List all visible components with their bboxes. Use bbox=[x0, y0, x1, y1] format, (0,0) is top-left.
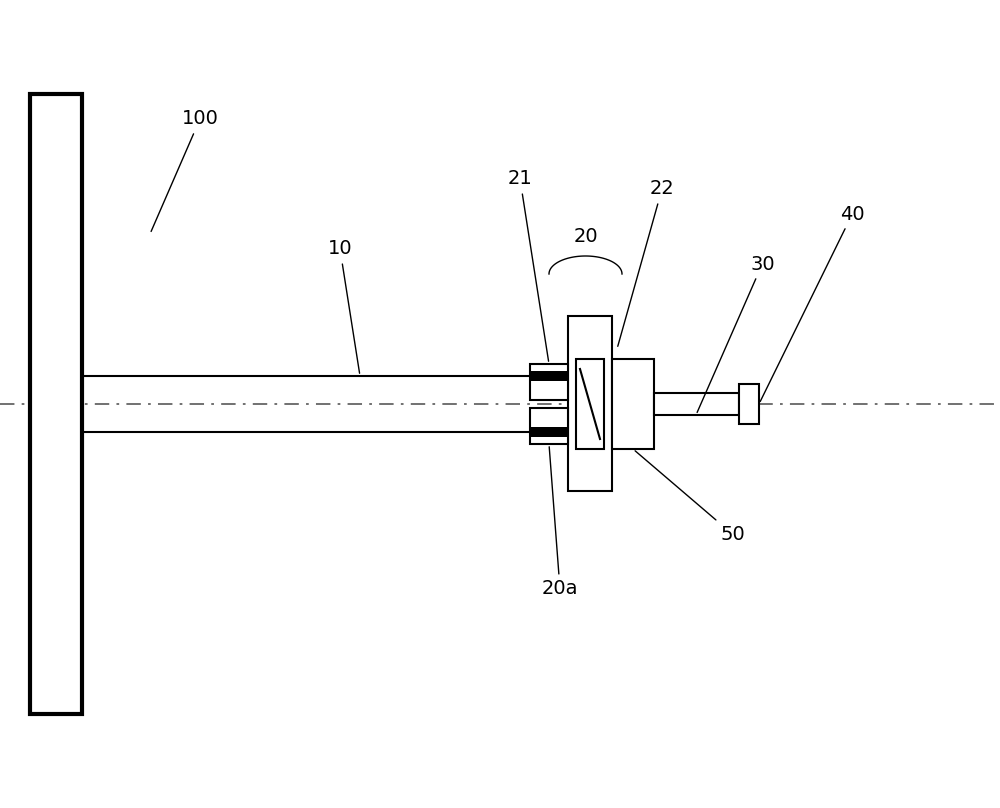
Bar bbox=[530, 408, 568, 444]
Bar bbox=[530, 427, 568, 437]
Text: 50: 50 bbox=[635, 451, 745, 544]
Text: 30: 30 bbox=[697, 255, 775, 412]
Text: 10: 10 bbox=[328, 239, 360, 373]
Bar bbox=[739, 384, 759, 424]
Text: 21: 21 bbox=[508, 170, 549, 361]
Bar bbox=[568, 316, 612, 491]
Bar bbox=[530, 371, 568, 381]
Bar bbox=[30, 94, 82, 714]
Text: 100: 100 bbox=[151, 110, 218, 231]
Bar bbox=[530, 364, 568, 400]
Text: 20: 20 bbox=[573, 226, 598, 246]
Text: 20a: 20a bbox=[542, 447, 578, 599]
Bar bbox=[612, 359, 654, 449]
Bar bbox=[576, 359, 604, 449]
Bar bbox=[654, 393, 739, 415]
Text: 40: 40 bbox=[760, 204, 865, 402]
Text: 22: 22 bbox=[618, 179, 674, 347]
